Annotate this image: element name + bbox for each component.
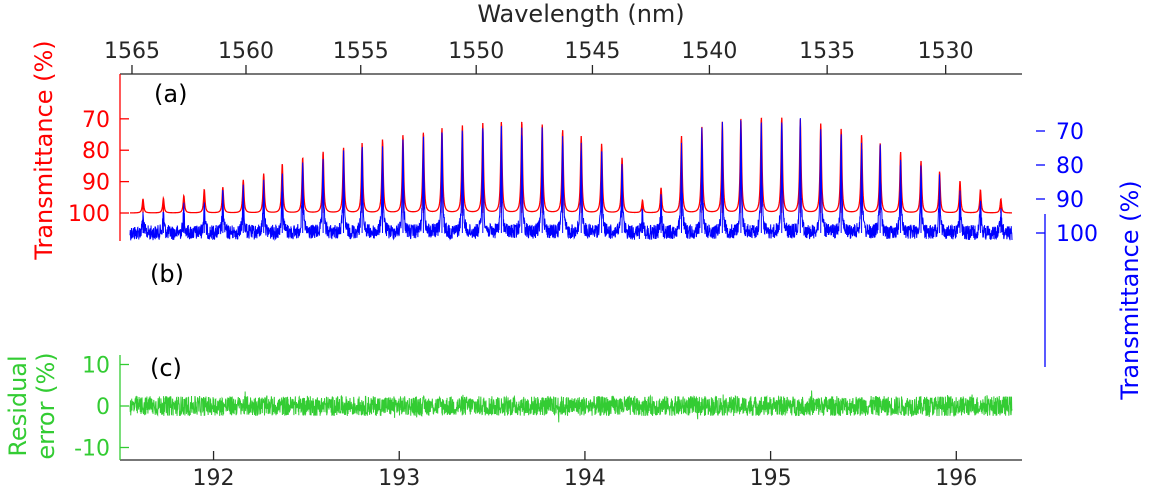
panel-c-y-axis-title-line2: error (%) [32, 352, 60, 459]
top-tick-label: 1535 [799, 39, 855, 64]
y-tick-label: 100 [1056, 222, 1098, 247]
y-tick-label: 10 [82, 354, 110, 379]
y-tick-label: 0 [96, 395, 110, 420]
panel-c-label: (c) [150, 354, 182, 382]
panel-b-series [130, 118, 1012, 240]
panel-b-label: (b) [150, 260, 184, 288]
y-tick-label: 80 [1056, 154, 1084, 179]
bottom-tick-label: 195 [750, 466, 792, 491]
bottom-tick-label: 194 [564, 466, 606, 491]
y-tick-label: 90 [82, 171, 110, 196]
top-tick-label: 1545 [564, 39, 620, 64]
bottom-axis: 192 193 194 195 196 [120, 451, 1022, 491]
top-tick-label: 1530 [918, 39, 974, 64]
y-tick-label: 90 [1056, 188, 1084, 213]
bottom-axis-ticks: 192 193 194 195 196 [193, 451, 978, 491]
panel-c-y-ticks: -10 0 10 [74, 354, 129, 462]
top-tick-label: 1565 [104, 39, 160, 64]
panel-b: 70 80 90 100 (b) Transmittance (%) [130, 118, 1144, 401]
y-tick-label: 80 [82, 139, 110, 164]
top-axis-ticks: 1565 1560 1555 1550 1545 1540 1535 1530 [104, 39, 974, 74]
panel-a-y-axis-title: Transmittance (%) [30, 40, 58, 260]
y-tick-label: 70 [82, 108, 110, 133]
bottom-tick-label: 193 [378, 466, 420, 491]
y-tick-label: 70 [1056, 120, 1084, 145]
panel-a-label: (a) [154, 80, 187, 108]
panel-c: -10 0 10 (c) Residual error (%) [4, 352, 1012, 461]
top-tick-label: 1555 [333, 39, 389, 64]
panel-b-y-axis-title: Transmittance (%) [1116, 180, 1144, 400]
top-tick-label: 1540 [681, 39, 737, 64]
y-tick-label: -10 [74, 437, 110, 462]
y-tick-label: 100 [68, 202, 110, 227]
top-axis-title: Wavelength (nm) [477, 0, 684, 28]
panel-c-y-axis-title-line1: Residual [4, 355, 32, 456]
bottom-tick-label: 196 [935, 466, 977, 491]
top-tick-label: 1550 [448, 39, 504, 64]
top-axis: 1565 1560 1555 1550 1545 1540 1535 1530 Wavelen… [104, 0, 1022, 74]
panel-c-series [130, 391, 1012, 423]
top-tick-label: 1560 [218, 39, 274, 64]
bottom-tick-label: 192 [193, 466, 235, 491]
